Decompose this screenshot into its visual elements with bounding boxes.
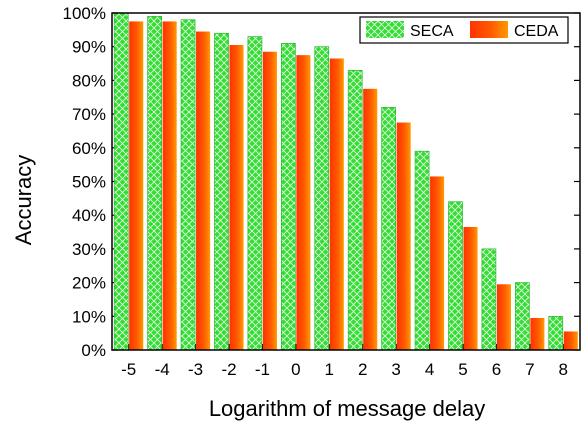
bar-seca	[515, 282, 530, 351]
x-tick-label: -2	[221, 360, 236, 379]
legend-label-seca: SECA	[410, 23, 454, 40]
y-tick-label: 40%	[72, 206, 106, 225]
bar-ceda	[129, 21, 144, 351]
bar-ceda	[463, 226, 478, 350]
x-tick-label: 5	[458, 360, 467, 379]
y-tick-label: 50%	[72, 173, 106, 192]
legend-label-ceda: CEDA	[514, 23, 559, 40]
x-tick-label: 6	[492, 360, 501, 379]
y-tick-label: 30%	[72, 240, 106, 259]
x-tick-label: 2	[358, 360, 367, 379]
bar-seca	[381, 107, 396, 351]
bar-seca	[414, 150, 430, 351]
bar-ceda	[296, 55, 311, 350]
bar-ceda	[430, 176, 445, 350]
y-tick-label: 60%	[72, 139, 106, 158]
x-tick-label: -3	[188, 360, 203, 379]
bar-seca	[147, 16, 162, 351]
bar-seca	[314, 46, 330, 351]
bar-seca	[347, 69, 363, 351]
x-tick-label: 0	[291, 360, 300, 379]
bar-ceda	[229, 45, 244, 350]
bar-ceda	[363, 88, 378, 350]
x-tick-label: 4	[425, 360, 434, 379]
y-tick-label: 80%	[72, 71, 106, 90]
y-tick-label: 70%	[72, 105, 106, 124]
bar-ceda	[563, 331, 578, 350]
bar-seca	[548, 315, 564, 351]
bar-seca	[113, 12, 129, 351]
bar-seca	[448, 201, 463, 351]
x-axis-title: Logarithm of message delay	[209, 396, 485, 421]
x-tick-label: 1	[325, 360, 334, 379]
bar-ceda	[396, 122, 411, 351]
bar-ceda	[162, 21, 177, 351]
x-tick-label: 3	[391, 360, 400, 379]
x-axis-ticks: -5 -4 -3 -2 -1 0 1 2 3 4 5 6 7 8	[121, 344, 568, 379]
bar-ceda	[329, 58, 344, 351]
bar-series	[113, 12, 578, 351]
legend-swatch-seca	[366, 21, 404, 38]
bar-ceda	[496, 284, 511, 350]
x-tick-label: 7	[525, 360, 534, 379]
y-tick-label: 10%	[72, 307, 106, 326]
bar-seca	[281, 43, 296, 351]
bar-seca	[481, 248, 497, 351]
x-tick-label: 8	[559, 360, 568, 379]
y-tick-label: 0%	[81, 341, 106, 360]
x-tick-label: -4	[155, 360, 170, 379]
bar-seca	[247, 36, 263, 351]
x-tick-label: -5	[121, 360, 136, 379]
y-tick-label: 90%	[72, 38, 106, 57]
y-tick-label: 20%	[72, 274, 106, 293]
y-tick-label: 100%	[63, 4, 106, 23]
x-tick-label: -1	[255, 360, 270, 379]
y-axis-title: Accuracy	[11, 155, 36, 245]
bar-ceda	[262, 51, 277, 350]
plot-frame	[111, 12, 581, 351]
legend: SECA CEDA	[359, 16, 569, 44]
legend-swatch-ceda	[470, 21, 508, 38]
bar-ceda	[530, 317, 545, 350]
bar-seca	[214, 32, 229, 351]
bar-seca	[180, 19, 196, 351]
bar-ceda	[196, 31, 211, 350]
